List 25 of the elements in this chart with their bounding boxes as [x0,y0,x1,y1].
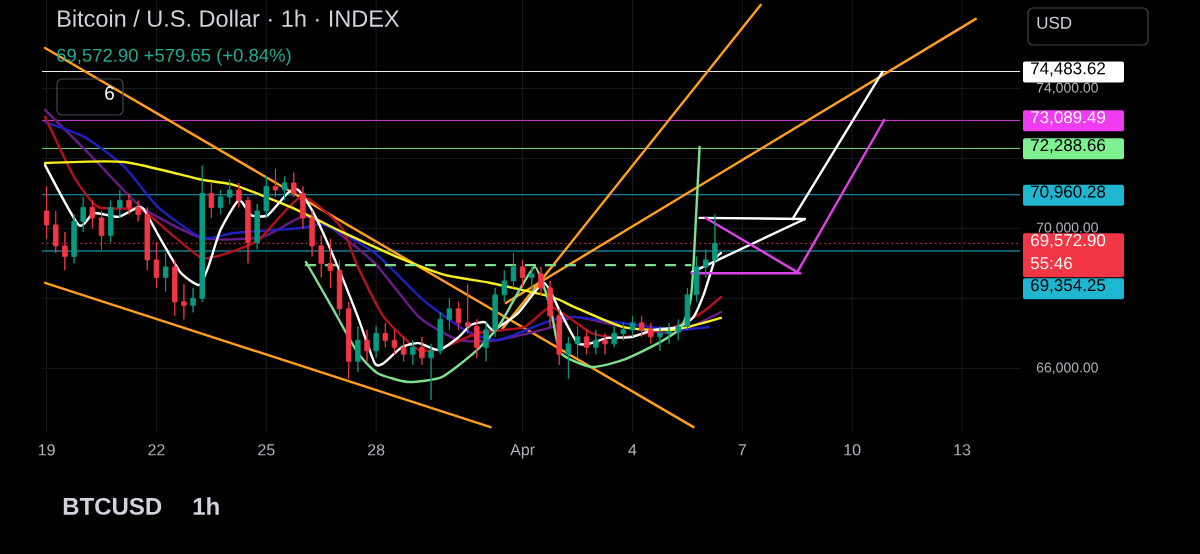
y-tick-label: 70,000.00 [1036,222,1098,235]
x-tick-label: Apr [510,444,535,459]
text: 55:46 [1030,257,1072,270]
ref-line-label: 69,354.25 [1031,279,1106,294]
text: USD [1037,16,1072,29]
x-tick-label: 25 [258,444,275,456]
x-tick-label: 22 [148,444,165,456]
x-tick-label: 19 [38,444,55,456]
x-tick-label: 10 [844,444,861,456]
ref-line-label: 73,089.49 [1031,111,1106,126]
ref-line-label: 74,483.62 [1031,62,1105,77]
y-tick-label: 66,000.00 [1036,362,1098,375]
text: 1h [193,497,219,515]
x-tick-label: 13 [954,444,971,456]
ref-line-label: 72,288.66 [1031,139,1106,154]
text: 69,572.90 +579.65 (+0.84%) [57,48,291,66]
x-tick-label: 4 [628,444,637,456]
chart-title: Bitcoin / U.S. Dollar · 1h · INDEX [58,9,400,27]
text: BTCUSD [63,497,162,515]
x-tick-label: 7 [738,444,746,456]
y-tick-label: 74,000.00 [1036,82,1098,95]
ref-line-label: 69,572.90 [1031,234,1106,249]
ref-line-label: 70,960.28 [1031,185,1106,200]
x-tick-label: 28 [368,444,385,456]
annotation: 6 [105,86,114,100]
